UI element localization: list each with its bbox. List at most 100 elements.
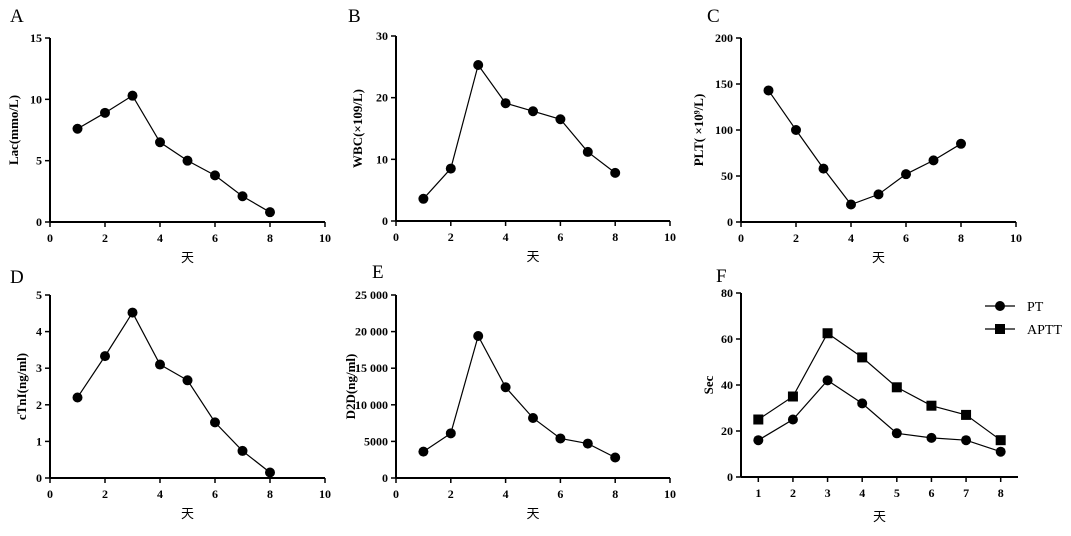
y-tick-label: 5000 — [364, 434, 388, 448]
data-point-wbc — [473, 59, 484, 70]
data-point-ctni — [182, 375, 193, 386]
y-tick-label: 2 — [36, 398, 42, 412]
y-tick-label: 10 — [376, 152, 388, 166]
x-tick-label: 6 — [928, 486, 934, 500]
x-tick-label: 6 — [903, 231, 909, 245]
x-tick-label: 1 — [755, 486, 761, 500]
x-tick-label: 0 — [393, 230, 399, 244]
data-point-ctni — [237, 445, 248, 456]
x-tick-label: 0 — [393, 487, 399, 501]
x-tick-label: 6 — [557, 487, 563, 501]
y-axis-label: PLT( ×10⁹/L) — [691, 94, 706, 167]
panel-a: A 0 5 10 15 0 2 4 6 8 10 天 Lac(mmo/L) — [6, 6, 331, 265]
data-point-plt — [901, 169, 911, 180]
y-axis-label: Sec — [701, 375, 716, 394]
data-point-pt — [926, 432, 937, 443]
y-axis-label: WBC(×109/L) — [350, 89, 365, 168]
series-line-plt — [768, 90, 962, 206]
data-point-pt — [787, 414, 798, 425]
x-tick-label: 6 — [212, 487, 218, 501]
data-point-plt — [873, 189, 884, 200]
panel-label: E — [372, 262, 384, 283]
panel-label: A — [10, 6, 24, 27]
x-tick-label: 4 — [859, 486, 865, 500]
data-point-lac — [237, 191, 248, 202]
x-tick-label: 6 — [557, 230, 563, 244]
y-axis-label: cTnI(ng/ml) — [14, 353, 29, 420]
data-point-plt — [846, 199, 856, 210]
data-point-pt — [822, 375, 833, 386]
data-point-wbc — [528, 106, 538, 117]
data-point-plt — [791, 125, 801, 135]
y-tick-label: 20 — [721, 424, 733, 438]
y-tick-label: 5 — [36, 154, 42, 168]
panel-label: C — [707, 6, 720, 27]
data-point-ctni — [100, 351, 110, 362]
x-axis-label: 天 — [526, 249, 539, 264]
data-point-pt — [995, 446, 1006, 457]
data-point-pt — [753, 435, 764, 446]
x-tick-label: 10 — [1010, 231, 1022, 245]
data-point-aptt — [961, 409, 972, 420]
y-tick-label: 3 — [36, 361, 42, 375]
data-point-plt — [956, 138, 966, 149]
x-tick-label: 5 — [894, 486, 900, 500]
y-tick-label: 40 — [721, 378, 733, 392]
x-tick-label: 8 — [612, 487, 618, 501]
data-point-ctni — [155, 359, 165, 370]
data-point-pt — [891, 428, 902, 439]
x-tick-label: 2 — [448, 230, 454, 244]
legend-marker-circle — [995, 301, 1005, 311]
y-tick-label: 60 — [721, 332, 733, 346]
x-tick-label: 6 — [212, 231, 218, 245]
data-point-plt — [928, 155, 939, 166]
x-tick-label: 4 — [157, 487, 163, 501]
data-point-lac — [182, 155, 193, 166]
panel-label: B — [348, 6, 361, 27]
data-point-wbc — [445, 163, 456, 174]
series-line-lac — [77, 94, 271, 213]
panel-d: D 0 1 2 3 4 5 0 2 4 6 8 10 天 cTnI(ng/ml) — [10, 267, 331, 521]
y-tick-label: 0 — [727, 215, 733, 229]
x-axis-label: 天 — [873, 509, 886, 524]
y-tick-label: 10 000 — [355, 398, 388, 412]
y-tick-label: 100 — [715, 123, 733, 137]
x-tick-label: 2 — [790, 486, 796, 500]
panel-c: C 0 50 100 150 200 0 2 4 6 8 10 天 PLT( ×10⁹/L) — [691, 6, 1022, 265]
legend-item-pt: PT — [985, 300, 1044, 315]
x-tick-label: 8 — [612, 230, 618, 244]
y-tick-label: 20 — [376, 91, 388, 105]
data-point-aptt — [787, 391, 798, 402]
series-line-wbc — [422, 63, 616, 200]
x-tick-label: 4 — [157, 231, 163, 245]
x-axis-label: 天 — [872, 250, 885, 265]
y-tick-label: 0 — [727, 470, 733, 484]
x-tick-label: 2 — [102, 487, 108, 501]
data-point-d2d — [418, 446, 429, 457]
y-tick-label: 80 — [721, 286, 733, 300]
y-tick-label: 1 — [36, 434, 42, 448]
data-point-pt — [961, 435, 972, 446]
y-tick-label: 4 — [36, 325, 42, 339]
y-tick-label: 5 — [36, 288, 42, 302]
x-tick-label: 0 — [47, 487, 53, 501]
data-point-d2d — [582, 438, 593, 449]
x-tick-label: 7 — [963, 486, 969, 500]
y-tick-label: 50 — [721, 169, 733, 183]
y-tick-label: 0 — [36, 471, 42, 485]
legend-item-aptt: APTT — [985, 323, 1062, 338]
panel-e: E 0 5000 10 000 15 000 20 000 25 000 0 2 4 6 8 10 天 D2… — [343, 262, 676, 521]
x-tick-label: 0 — [738, 231, 744, 245]
x-tick-label: 10 — [664, 487, 676, 501]
panel-label: D — [10, 267, 24, 288]
y-tick-label: 0 — [36, 215, 42, 229]
legend-marker-square — [995, 324, 1005, 334]
x-axis-label: 天 — [181, 506, 194, 521]
data-point-wbc — [582, 146, 593, 157]
x-tick-label: 2 — [793, 231, 799, 245]
legend-label: APTT — [1027, 323, 1062, 338]
data-point-lac — [210, 170, 220, 181]
y-tick-label: 200 — [715, 31, 733, 45]
